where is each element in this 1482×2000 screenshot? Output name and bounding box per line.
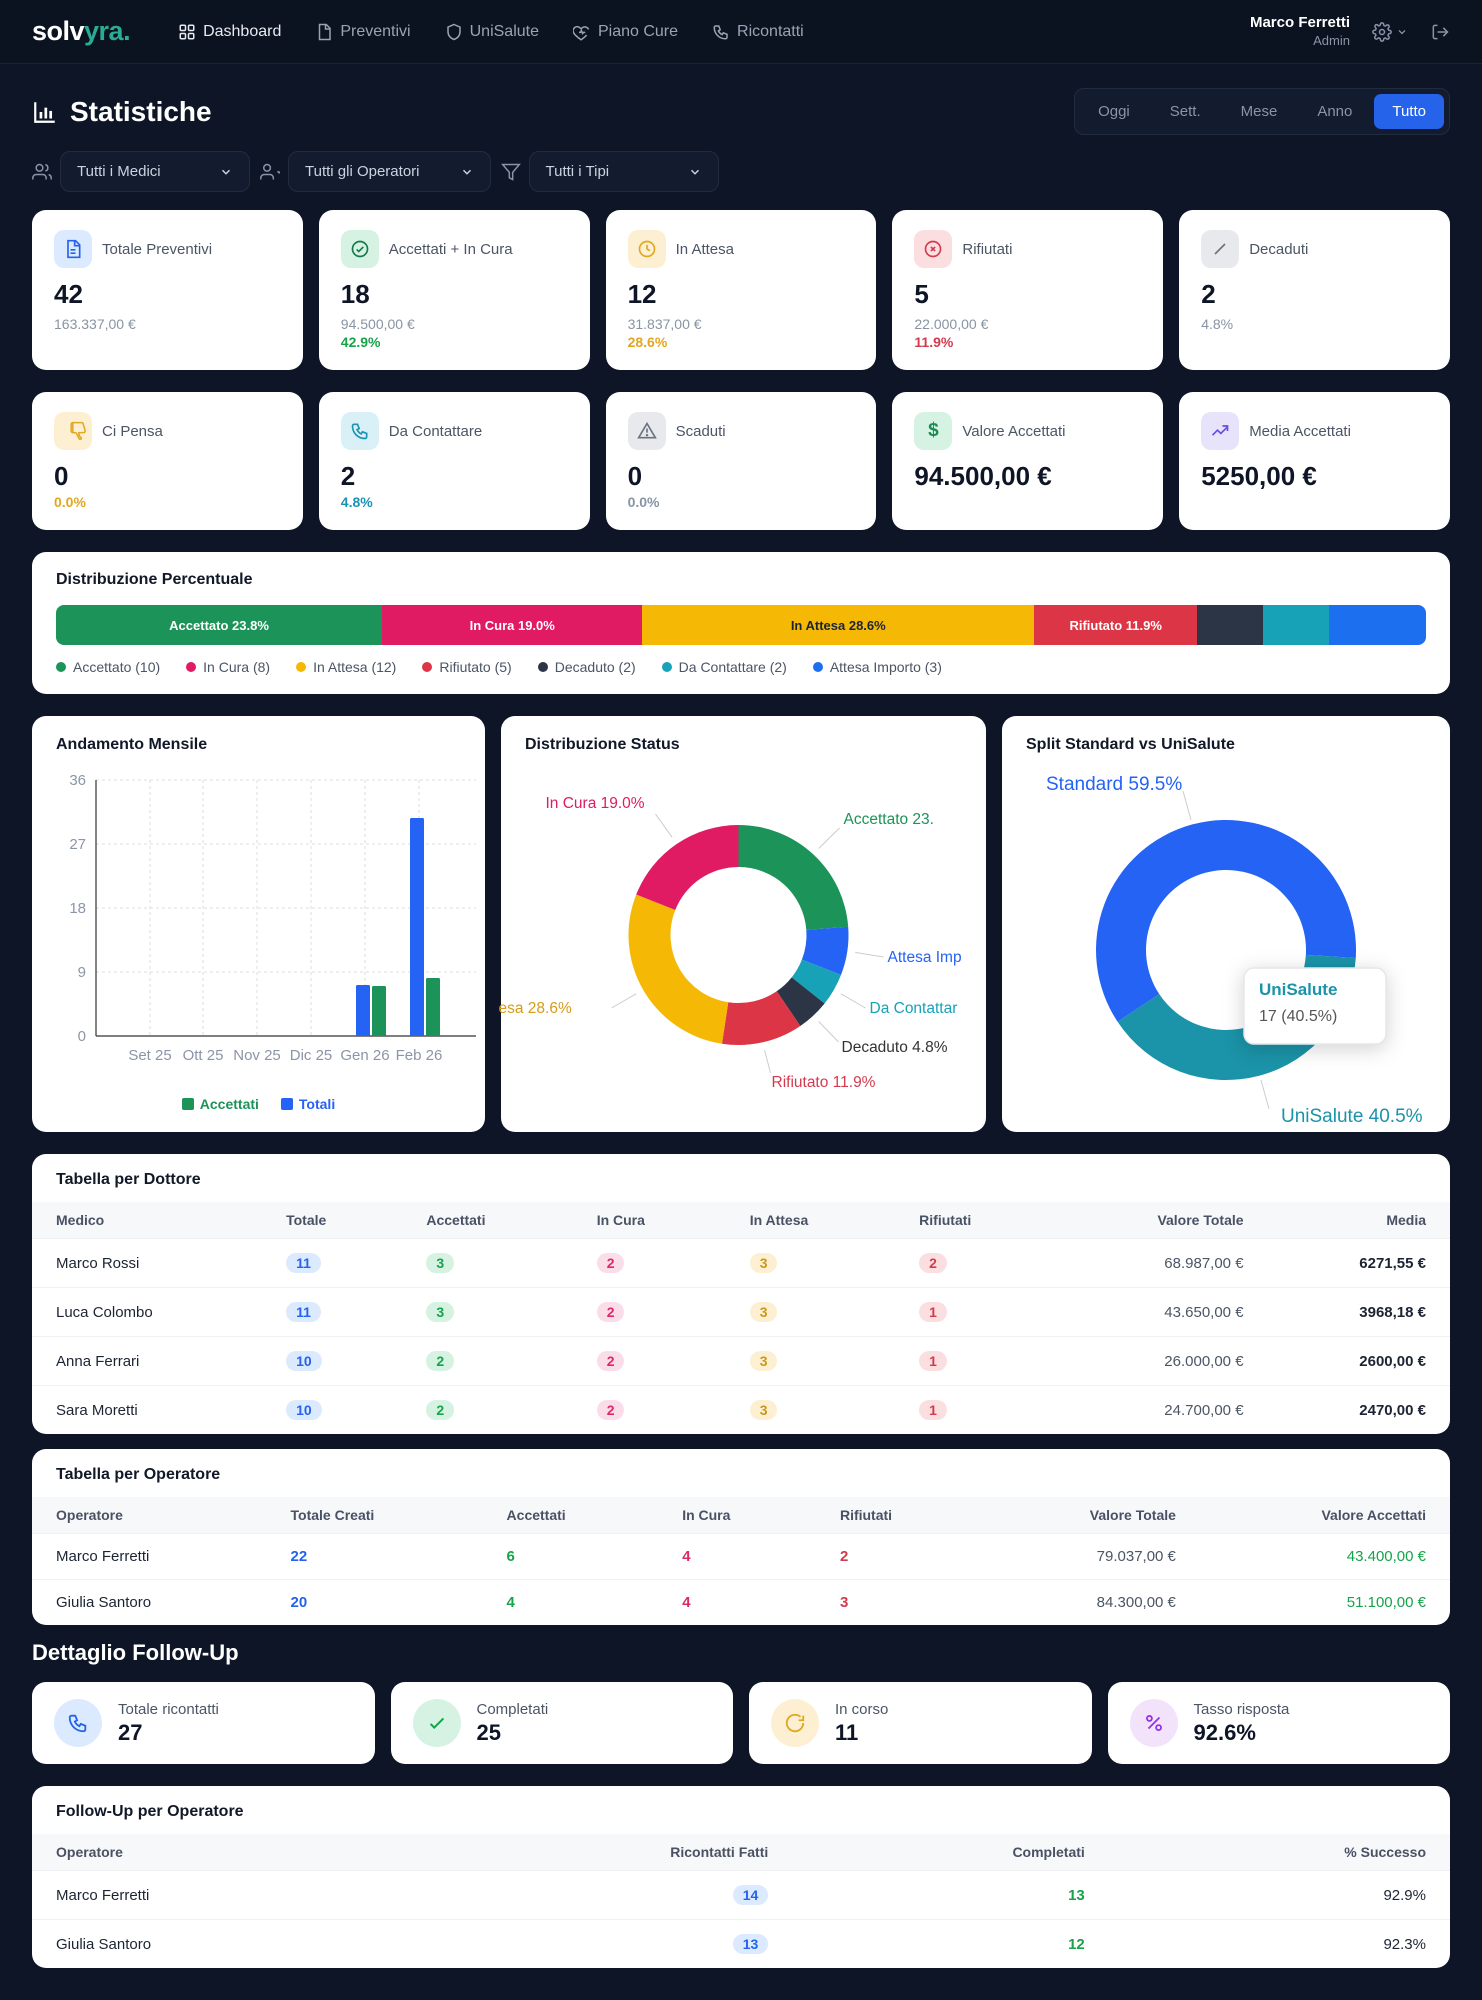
svg-text:36: 36	[69, 772, 86, 789]
svg-text:17 (40.5%): 17 (40.5%)	[1259, 1008, 1337, 1025]
svg-text:Decaduto 4.8%: Decaduto 4.8%	[842, 1039, 948, 1056]
svg-text:Da Contattar: Da Contattar	[870, 1000, 958, 1017]
svg-text:Ott 25: Ott 25	[183, 1047, 224, 1064]
svg-text:Gen 26: Gen 26	[340, 1047, 389, 1064]
svg-text:18: 18	[69, 900, 86, 917]
svg-text:In Cura 19.0%: In Cura 19.0%	[546, 795, 645, 812]
svg-text:esa 28.6%: esa 28.6%	[499, 1000, 572, 1017]
svg-text:Feb 26: Feb 26	[396, 1047, 443, 1064]
svg-text:27: 27	[69, 836, 86, 853]
svg-text:Standard 59.5%: Standard 59.5%	[1046, 774, 1182, 795]
svg-text:Dic 25: Dic 25	[290, 1047, 333, 1064]
svg-text:UniSalute: UniSalute	[1259, 980, 1337, 999]
svg-text:Accettato 23.: Accettato 23.	[844, 811, 934, 828]
svg-text:Set 25: Set 25	[128, 1047, 171, 1064]
svg-text:9: 9	[78, 964, 86, 981]
svg-text:0: 0	[78, 1028, 86, 1045]
svg-text:UniSalute 40.5%: UniSalute 40.5%	[1281, 1106, 1423, 1127]
svg-text:Nov 25: Nov 25	[233, 1047, 281, 1064]
svg-text:Rifiutato 11.9%: Rifiutato 11.9%	[772, 1074, 876, 1091]
svg-text:Attesa Imp: Attesa Imp	[888, 949, 962, 966]
